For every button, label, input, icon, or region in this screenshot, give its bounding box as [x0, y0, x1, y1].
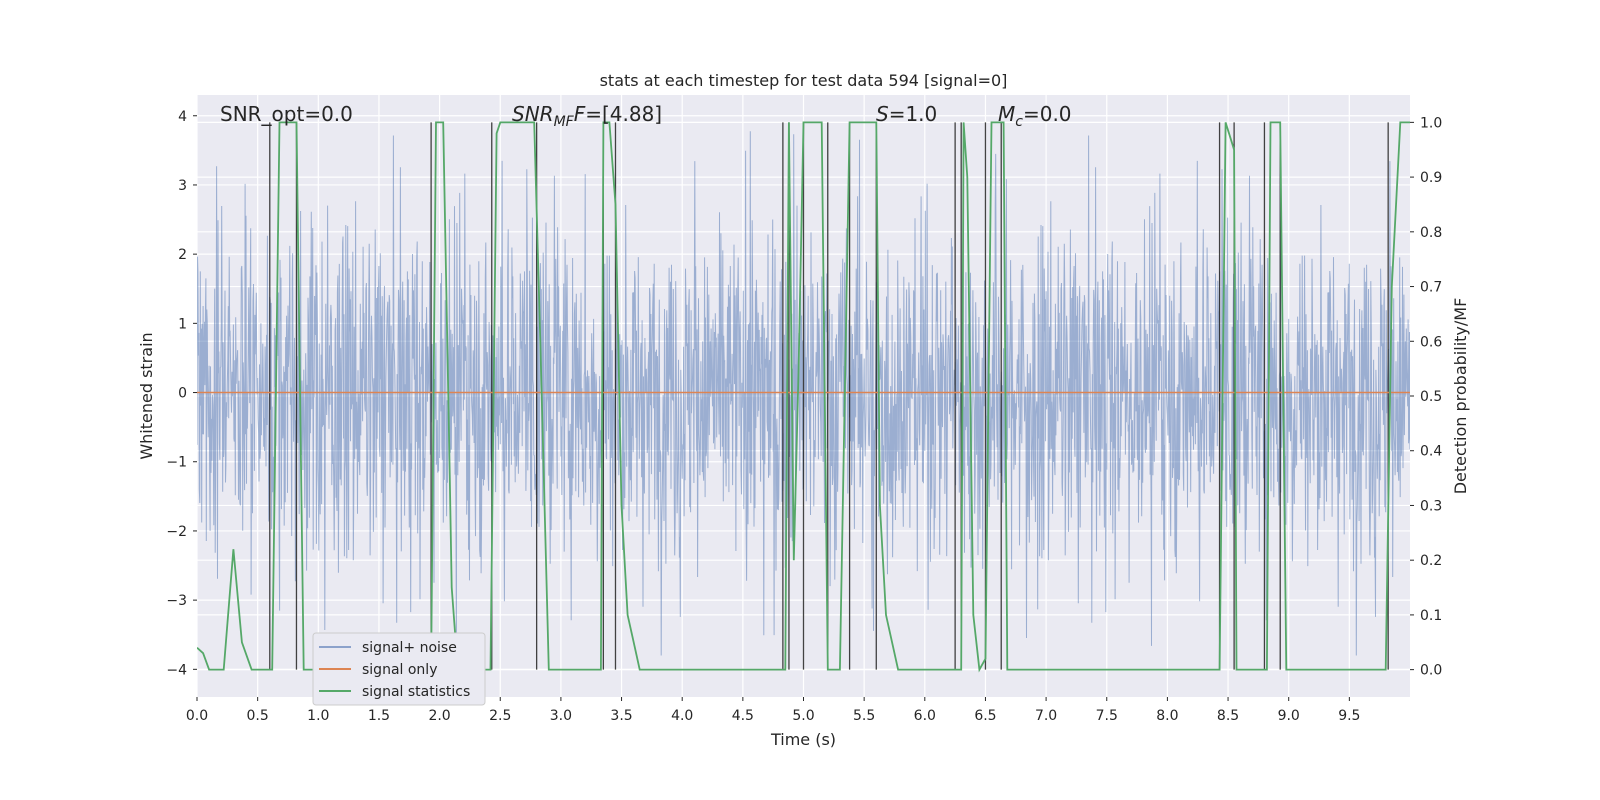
y2-tick-label: 0.9 [1420, 170, 1442, 186]
snr-mf-value: =[4.88] [585, 102, 662, 126]
y-axis-label: Whitened strain [137, 332, 156, 459]
y2-tick-label: 0.7 [1420, 280, 1442, 296]
y2-axis-label: Detection probability/MF [1451, 298, 1470, 495]
annotation-mc: Mc=0.0 [998, 102, 1072, 130]
y-tick-label: −1 [166, 455, 187, 471]
x-tick-label: 1.5 [368, 708, 390, 724]
snr-mf-f: F [574, 102, 586, 126]
y2-tick-label: 0.8 [1420, 225, 1442, 241]
y-tick-label: 3 [178, 178, 187, 194]
mc-subscript: c [1015, 114, 1023, 130]
y2-tick-label: 0.1 [1420, 608, 1442, 624]
y2-tick-label: 0.6 [1420, 334, 1442, 350]
legend-label-signal-statistics: signal statistics [362, 684, 470, 700]
y-tick-label: 0 [178, 386, 187, 402]
chart-title: stats at each timestep for test data 594… [600, 71, 1008, 90]
y-tick-label: −3 [166, 593, 187, 609]
snr-mf-subscript: MF [554, 114, 575, 130]
y2-tick-label: 1.0 [1420, 115, 1442, 131]
x-tick-label: 6.5 [974, 708, 996, 724]
y2-tick-label: 0.3 [1420, 498, 1442, 514]
y2-tick-label: 0.0 [1420, 663, 1442, 679]
y-tick-label: 1 [178, 316, 187, 332]
y-tick-label: 2 [178, 247, 187, 263]
x-tick-label: 6.0 [914, 708, 936, 724]
y-tick-label: 4 [178, 109, 187, 125]
snr-mf-symbol: SNR [512, 102, 554, 126]
annotation-snr-opt: SNR_opt=0.0 [220, 102, 353, 126]
x-tick-label: 4.0 [671, 708, 693, 724]
x-axis-label: Time (s) [770, 730, 836, 749]
x-tick-label: 3.0 [550, 708, 572, 724]
y2-tick-label: 0.4 [1420, 444, 1442, 460]
y2-tick-label: 0.2 [1420, 553, 1442, 569]
y2-tick-label: 0.5 [1420, 389, 1442, 405]
mc-symbol: M [998, 102, 1015, 126]
x-tick-label: 9.0 [1278, 708, 1300, 724]
x-tick-label: 2.0 [428, 708, 450, 724]
y-tick-label: −4 [166, 662, 187, 678]
x-tick-label: 2.5 [489, 708, 511, 724]
y2-axis-ticks: 1.0 0.9 0.8 0.7 0.6 0.5 0.4 0.3 0.2 0.1 0.0 [1410, 115, 1442, 679]
legend-label-signal-noise: signal+ noise [362, 640, 457, 656]
x-tick-label: 7.0 [1035, 708, 1057, 724]
y-tick-label: −2 [166, 524, 187, 540]
s-symbol: S [876, 102, 889, 126]
annotation-s: S=1.0 [876, 102, 937, 126]
x-tick-label: 1.0 [307, 708, 329, 724]
x-tick-label: 4.5 [732, 708, 754, 724]
x-tick-label: 9.5 [1338, 708, 1360, 724]
signal-statistics-series [197, 121, 1410, 673]
x-axis-ticks: 0.0 0.5 1.0 1.5 2.0 2.5 3.0 3.5 4.0 4.5 5.0 5.5 6.0 6… [186, 697, 1360, 724]
x-tick-label: 8.5 [1217, 708, 1239, 724]
legend: signal+ noise signal only signal statist… [312, 632, 486, 706]
x-tick-label: 3.5 [610, 708, 632, 724]
mc-value: =0.0 [1023, 102, 1072, 126]
annotation-snr-mf: SNRMFF=[4.88] [512, 102, 662, 130]
x-tick-label: 5.5 [853, 708, 875, 724]
x-tick-label: 8.0 [1156, 708, 1178, 724]
y-axis-ticks: 4 3 2 1 0 −1 −2 −3 −4 [166, 109, 197, 678]
s-value: =1.0 [889, 102, 938, 126]
x-tick-label: 7.5 [1096, 708, 1118, 724]
x-tick-label: 0.5 [247, 708, 269, 724]
x-tick-label: 0.0 [186, 708, 208, 724]
legend-box [312, 632, 486, 706]
legend-label-signal-only: signal only [362, 662, 437, 678]
x-tick-label: 5.0 [792, 708, 814, 724]
